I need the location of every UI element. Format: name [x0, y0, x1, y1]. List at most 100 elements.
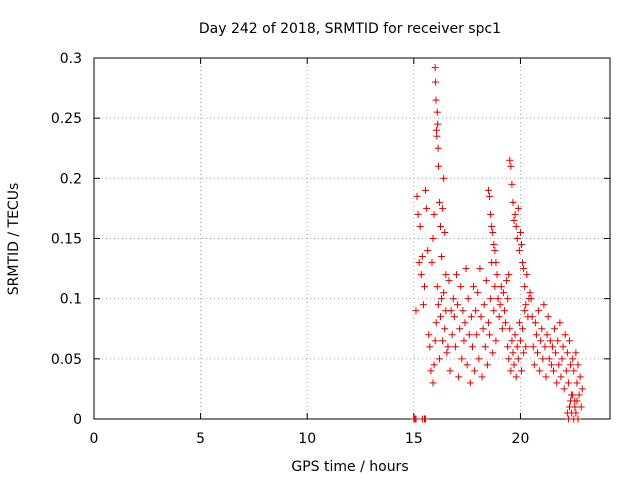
data-point [426, 343, 434, 351]
data-point [445, 277, 453, 285]
data-point [557, 373, 565, 381]
data-point [496, 301, 504, 309]
data-point [548, 343, 556, 351]
data-point [512, 373, 520, 381]
data-point [412, 307, 420, 315]
data-point [434, 301, 442, 309]
data-point [563, 349, 571, 357]
data-point [567, 397, 575, 405]
data-point [506, 156, 514, 164]
data-point [500, 307, 508, 315]
data-point [443, 349, 451, 357]
data-point [432, 319, 440, 327]
data-point [573, 379, 581, 387]
data-point [530, 361, 538, 369]
data-point [448, 331, 456, 339]
data-point [567, 361, 575, 369]
data-point [510, 361, 518, 369]
data-point [430, 361, 438, 369]
data-point [523, 271, 531, 279]
data-point [450, 313, 458, 321]
data-point [466, 379, 474, 387]
data-point [553, 379, 561, 387]
data-point [544, 313, 552, 321]
data-point [435, 198, 443, 206]
data-point [535, 307, 543, 315]
data-point [521, 307, 529, 315]
data-point [476, 265, 484, 273]
data-point [522, 301, 530, 309]
data-point [436, 313, 444, 321]
data-point [429, 379, 437, 387]
data-point [462, 265, 470, 273]
data-point [549, 367, 557, 375]
data-point [420, 283, 428, 291]
data-point [413, 192, 421, 200]
chart-title: Day 242 of 2018, SRMTID for receiver spc… [199, 21, 501, 37]
data-point [507, 162, 515, 170]
data-point [540, 301, 548, 309]
data-point [452, 271, 460, 279]
data-point [438, 253, 446, 261]
data-point [432, 78, 440, 86]
data-point [436, 222, 444, 230]
data-point [456, 325, 464, 333]
data-point [507, 367, 515, 375]
data-point [542, 373, 550, 381]
data-point [531, 319, 539, 327]
data-point [489, 228, 497, 236]
data-point [431, 64, 439, 72]
data-point [547, 361, 555, 369]
data-point [422, 186, 430, 194]
data-point [537, 337, 545, 345]
data-point [559, 343, 567, 351]
data-point [489, 349, 497, 357]
data-point [562, 367, 570, 375]
data-point [472, 307, 480, 315]
data-point [576, 373, 584, 381]
data-point [439, 337, 447, 345]
data-point [463, 361, 471, 369]
data-point [488, 222, 496, 230]
data-point [457, 283, 465, 291]
data-point [556, 319, 564, 327]
data-point [555, 361, 563, 369]
data-point [441, 325, 449, 333]
data-point [574, 361, 582, 369]
data-point [439, 204, 447, 212]
data-point [458, 355, 466, 363]
data-point [572, 409, 580, 417]
data-point [433, 132, 441, 140]
data-point [509, 198, 517, 206]
y-tick-label: 0 [73, 412, 82, 428]
data-point [433, 283, 441, 291]
data-point [435, 355, 443, 363]
data-point [419, 301, 427, 309]
data-point [572, 349, 580, 357]
data-point [424, 247, 432, 255]
data-point [460, 337, 468, 345]
data-point [538, 325, 546, 333]
y-tick-label: 0.25 [51, 111, 82, 127]
data-point [465, 331, 473, 339]
data-point [492, 337, 500, 345]
data-point [467, 313, 475, 321]
data-point [546, 337, 554, 345]
data-point [520, 349, 528, 357]
data-point [512, 222, 520, 230]
data-point [487, 210, 495, 218]
y-tick-label: 0.2 [60, 171, 82, 187]
data-point [468, 343, 476, 351]
data-point [491, 247, 499, 255]
data-point [427, 367, 435, 375]
data-point [508, 180, 516, 188]
data-point [432, 96, 440, 104]
data-point [516, 337, 524, 345]
data-point [574, 415, 582, 423]
data-point [446, 367, 454, 375]
data-point [518, 367, 526, 375]
data-point [432, 126, 440, 134]
data-point [438, 295, 446, 303]
y-axis-label: SRMTID / TECUs [6, 183, 22, 296]
